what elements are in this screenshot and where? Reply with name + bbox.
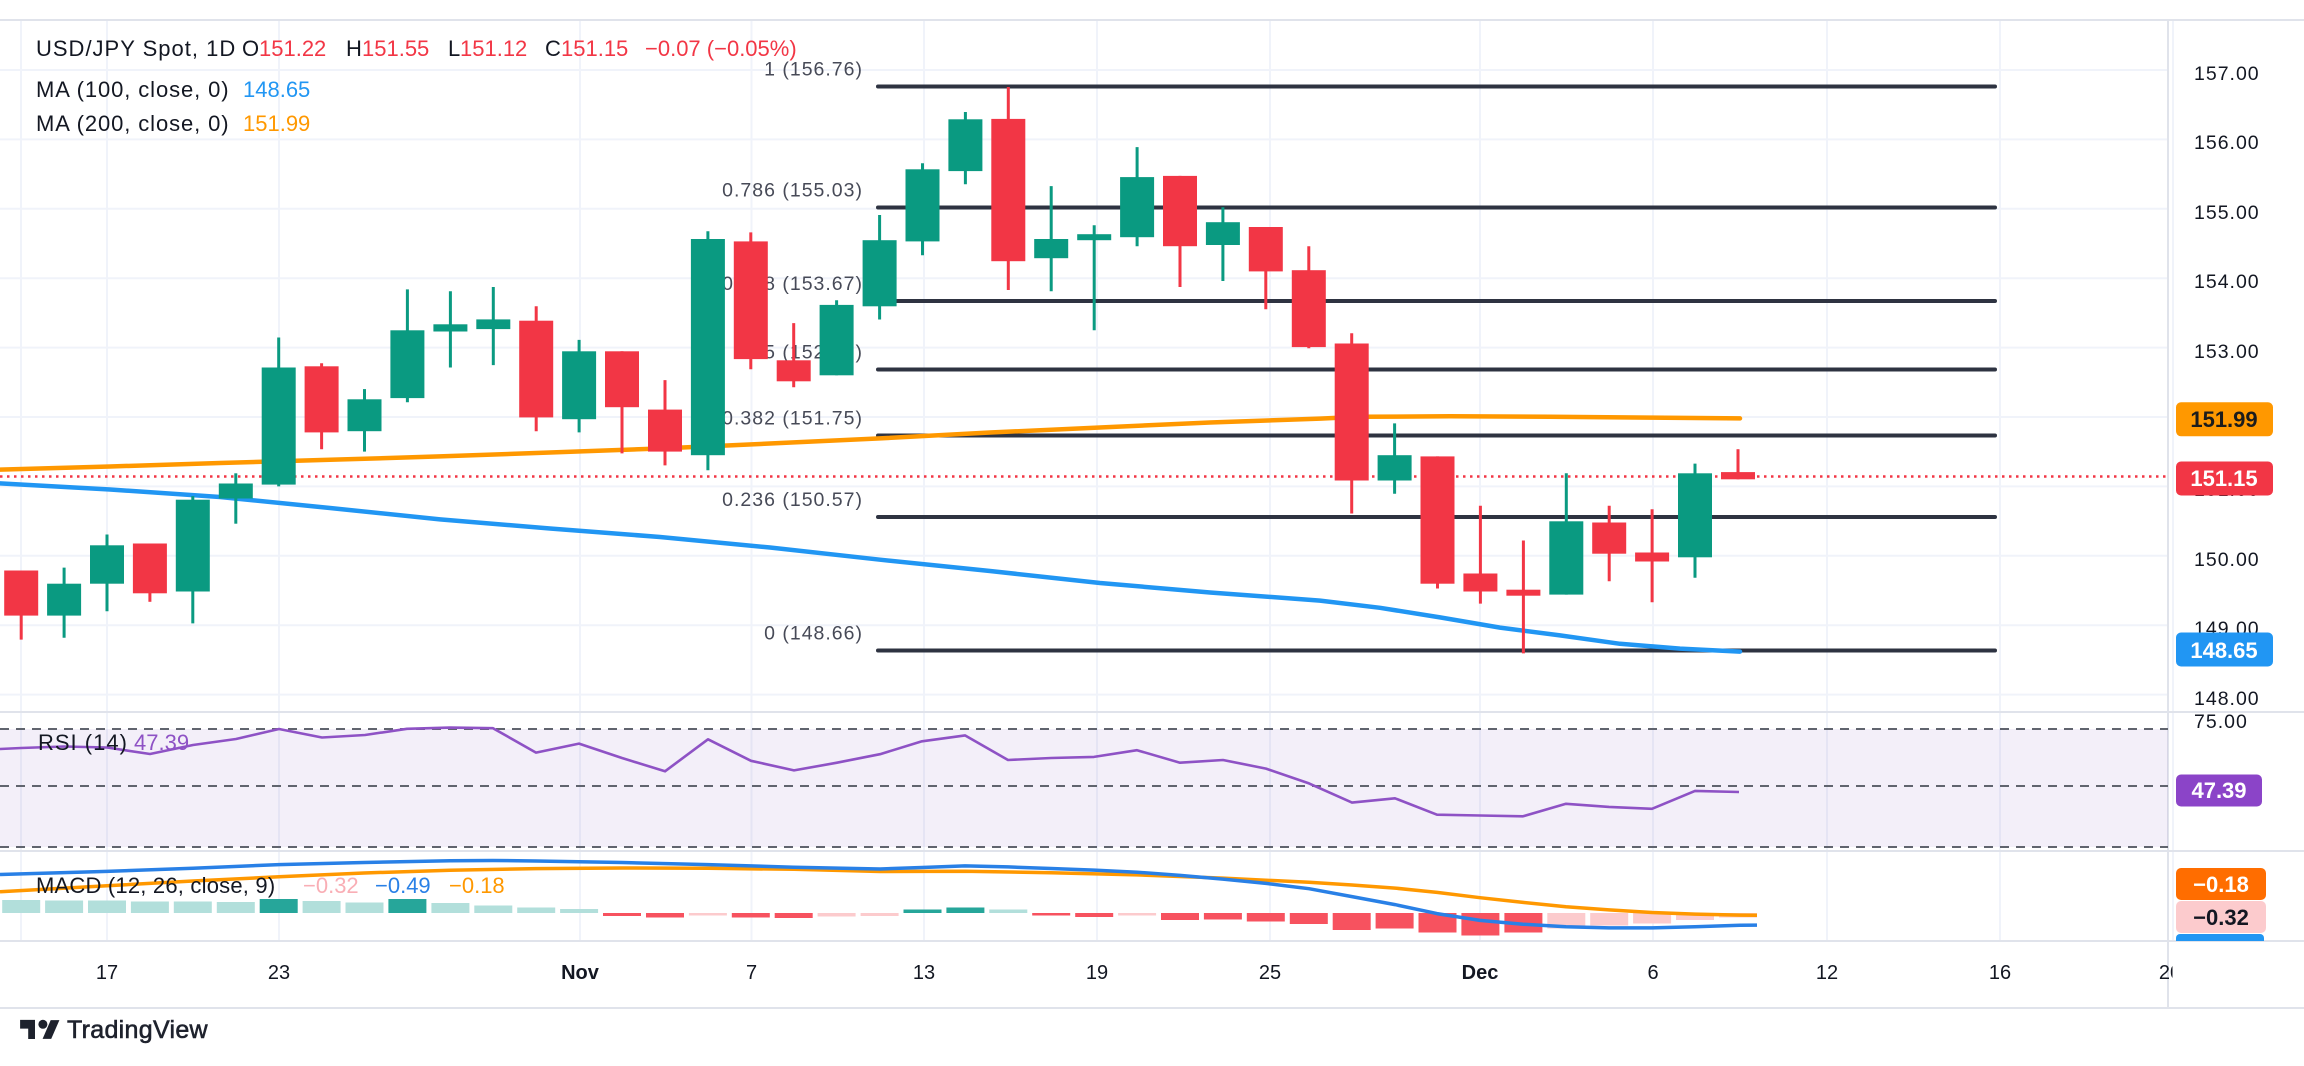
svg-text:RSI (14): RSI (14): [38, 730, 128, 755]
svg-text:0.382 (151.75): 0.382 (151.75): [722, 408, 863, 430]
svg-text:151.55: 151.55: [362, 36, 429, 61]
svg-text:TradingView: TradingView: [67, 1016, 209, 1044]
svg-text:47.39: 47.39: [2191, 778, 2246, 803]
svg-text:148.00: 148.00: [2194, 688, 2260, 710]
svg-text:16: 16: [1989, 962, 2011, 984]
svg-text:151.12: 151.12: [460, 36, 527, 61]
svg-text:7: 7: [746, 962, 757, 984]
svg-text:148.65: 148.65: [243, 77, 310, 102]
svg-text:−0.07 (−0.05%): −0.07 (−0.05%): [645, 36, 797, 61]
svg-text:151.22: 151.22: [259, 36, 326, 61]
svg-text:0.786 (155.03): 0.786 (155.03): [722, 180, 863, 202]
svg-text:154.00: 154.00: [2194, 271, 2260, 293]
svg-text:MA (100, close, 0): MA (100, close, 0): [36, 77, 230, 102]
svg-text:153.00: 153.00: [2194, 341, 2260, 363]
svg-text:MACD (12, 26, close, 9): MACD (12, 26, close, 9): [36, 873, 275, 898]
svg-text:−0.18: −0.18: [2193, 872, 2249, 897]
svg-text:12: 12: [1816, 962, 1838, 984]
svg-text:O: O: [242, 36, 259, 61]
svg-text:−0.32: −0.32: [303, 873, 359, 898]
svg-text:−0.18: −0.18: [449, 873, 505, 898]
svg-text:75.00: 75.00: [2194, 711, 2248, 733]
svg-text:Dec: Dec: [1462, 962, 1499, 984]
svg-text:156.00: 156.00: [2194, 132, 2260, 154]
svg-text:L: L: [448, 36, 460, 61]
svg-text:H: H: [346, 36, 362, 61]
svg-text:17: 17: [96, 962, 118, 984]
svg-text:155.00: 155.00: [2194, 202, 2260, 224]
svg-text:1 (156.76): 1 (156.76): [764, 59, 863, 81]
svg-text:151.99: 151.99: [2190, 407, 2257, 432]
svg-text:−0.49: −0.49: [375, 873, 431, 898]
svg-text:0.236 (150.57): 0.236 (150.57): [722, 489, 863, 511]
svg-text:150.00: 150.00: [2194, 549, 2260, 571]
svg-text:19: 19: [1086, 962, 1108, 984]
svg-text:157.00: 157.00: [2194, 63, 2260, 85]
svg-text:MA (200, close, 0): MA (200, close, 0): [36, 111, 230, 136]
svg-text:Nov: Nov: [561, 962, 600, 984]
svg-text:13: 13: [913, 962, 935, 984]
svg-text:USD/JPY Spot, 1D: USD/JPY Spot, 1D: [36, 36, 236, 61]
svg-text:151.15: 151.15: [561, 36, 628, 61]
svg-text:151.99: 151.99: [243, 111, 310, 136]
svg-text:6: 6: [1647, 962, 1658, 984]
svg-text:151.15: 151.15: [2190, 466, 2257, 491]
svg-text:47.39: 47.39: [134, 730, 189, 755]
svg-text:25: 25: [1259, 962, 1281, 984]
svg-text:C: C: [545, 36, 561, 61]
svg-text:−0.32: −0.32: [2193, 905, 2249, 930]
svg-text:148.65: 148.65: [2190, 638, 2257, 663]
svg-text:23: 23: [268, 962, 290, 984]
svg-text:0 (148.66): 0 (148.66): [764, 623, 863, 645]
